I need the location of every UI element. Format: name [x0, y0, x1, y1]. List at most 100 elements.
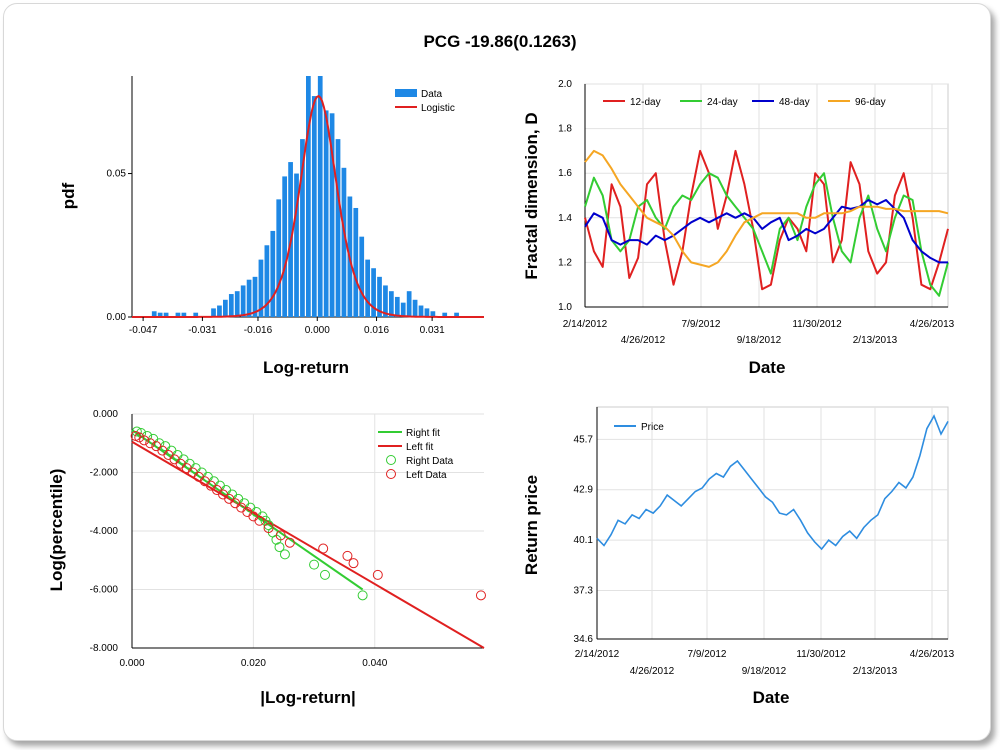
histogram-bar — [240, 285, 246, 317]
histogram-bar — [389, 291, 394, 317]
histogram-bar — [223, 299, 228, 317]
histogram-x-tick-label: -0.016 — [244, 325, 273, 336]
histogram-bar — [306, 76, 311, 317]
legend-label-right-data: Right Data — [406, 456, 454, 467]
chart-title: PCG -19.86(0.1263) — [423, 32, 577, 51]
histogram-y-tick-label: 0.05 — [107, 169, 127, 180]
price-y-tick-label: 40.1 — [574, 535, 594, 546]
histogram-x-tick-label: 0.016 — [364, 325, 389, 336]
histogram-bar — [329, 113, 335, 317]
histogram-x-tick-label: -0.031 — [188, 325, 217, 336]
tail-y-tick-label: -4.000 — [90, 526, 119, 537]
legend-label-data: Data — [421, 89, 443, 100]
histogram-bar — [377, 276, 382, 317]
tail-x-label: |Log-return| — [260, 688, 355, 707]
tail-y-tick-label: -6.000 — [90, 585, 119, 596]
histogram-bar — [193, 312, 199, 317]
price-x-tick-label: 2/14/2012 — [575, 649, 620, 660]
left-data-point — [284, 537, 295, 548]
histogram-bar — [228, 294, 234, 317]
fractal-y-label: Fractal dimension, D — [522, 112, 541, 279]
histogram-x-tick-label: 0.000 — [305, 325, 330, 336]
fractal-legend: 12-day 24-day 48-day 96-day — [603, 97, 886, 108]
fractal-series-24-day — [584, 172, 949, 297]
price-x-tick-label: 2/13/2013 — [853, 666, 898, 677]
histogram-bar — [341, 167, 347, 317]
histogram-bar — [175, 312, 181, 317]
tail-x-tick-label: 0.020 — [241, 658, 266, 669]
histogram-bar — [181, 312, 187, 317]
histogram-bar — [383, 285, 388, 317]
histogram-bar — [317, 76, 323, 317]
histogram-bar — [353, 207, 359, 317]
fractal-series-96-day — [584, 149, 949, 268]
legend-swatch-left-data — [386, 469, 396, 479]
price-x-label: Date — [753, 688, 790, 707]
histogram-bar — [276, 199, 282, 317]
price-x-tick-label: 9/18/2012 — [742, 666, 787, 677]
legend-label-left-fit: Left fit — [406, 442, 433, 453]
tail-legend: Right fit Left fit Right Data Left Data — [378, 428, 454, 481]
legend-swatch-right-data — [386, 455, 396, 465]
fractal-series-12-day — [584, 149, 949, 291]
tail-y-tick-label: 0.000 — [93, 409, 118, 420]
histogram-bar — [359, 236, 365, 317]
histogram-bar — [300, 139, 305, 317]
legend-label-96-day: 96-day — [855, 97, 886, 108]
price-x-tick-label: 11/30/2012 — [796, 649, 846, 660]
histogram-bar — [294, 173, 299, 317]
right-data-point — [357, 590, 368, 601]
fractal-x-tick-label: 4/26/2013 — [910, 319, 955, 330]
histogram-bar — [211, 308, 216, 317]
histogram-bar — [217, 305, 222, 317]
histogram-y-tick-label: 0.00 — [107, 312, 127, 323]
histogram-bar — [424, 308, 430, 317]
tail-y-label: Log(percentile) — [47, 469, 66, 592]
price-x-tick-label: 4/26/2013 — [910, 649, 955, 660]
histogram-bar — [282, 176, 288, 317]
price-x-tick-label: 4/26/2012 — [630, 666, 675, 677]
histogram-bar — [323, 110, 329, 317]
fractal-x-tick-label: 2/14/2012 — [563, 319, 608, 330]
histogram-bar — [234, 291, 240, 317]
legend-label-left-data: Left Data — [406, 470, 447, 481]
left-data-point — [145, 438, 156, 449]
fractal-y-tick-label: 1.0 — [558, 302, 572, 313]
histogram-y-label: pdf — [59, 182, 78, 209]
right-data-point — [131, 426, 142, 437]
tail-y-tick-label: -2.000 — [90, 468, 119, 479]
tail-x-tick-label: 0.040 — [362, 658, 387, 669]
legend-label-right-fit: Right fit — [406, 428, 440, 439]
histogram-bar — [430, 311, 436, 317]
fractal-series-48-day — [584, 199, 948, 264]
logistic-curve — [132, 94, 484, 318]
left-data-point — [348, 558, 359, 569]
histogram-bar — [400, 302, 406, 317]
left-data-point — [275, 530, 286, 541]
histogram-bar — [394, 296, 400, 317]
price-x-tick-label: 7/9/2012 — [688, 649, 727, 660]
right-data-point — [263, 520, 274, 531]
legend-label-logistic: Logistic — [421, 103, 455, 114]
histogram-bar — [335, 139, 341, 317]
histogram-x-tick-label: 0.031 — [420, 325, 445, 336]
histogram-bar — [270, 230, 276, 317]
fractal-y-tick-label: 1.6 — [558, 168, 572, 179]
legend-label-24-day: 24-day — [707, 97, 738, 108]
fractal-x-tick-label: 9/18/2012 — [737, 335, 782, 346]
histogram-bar — [311, 96, 317, 317]
price-y-label: Return price — [522, 475, 541, 575]
left-data-point — [263, 523, 274, 534]
left-data-point — [372, 569, 383, 580]
histogram-bar — [406, 291, 412, 317]
histogram-bar — [371, 268, 376, 317]
left-data-point — [134, 432, 145, 443]
histogram-bar — [264, 245, 270, 317]
left-data-point — [254, 515, 265, 526]
price-line — [596, 414, 949, 551]
histogram-bar — [258, 259, 264, 317]
legend-label-price: Price — [641, 422, 664, 433]
tail-y-tick-label: -8.000 — [90, 643, 119, 654]
